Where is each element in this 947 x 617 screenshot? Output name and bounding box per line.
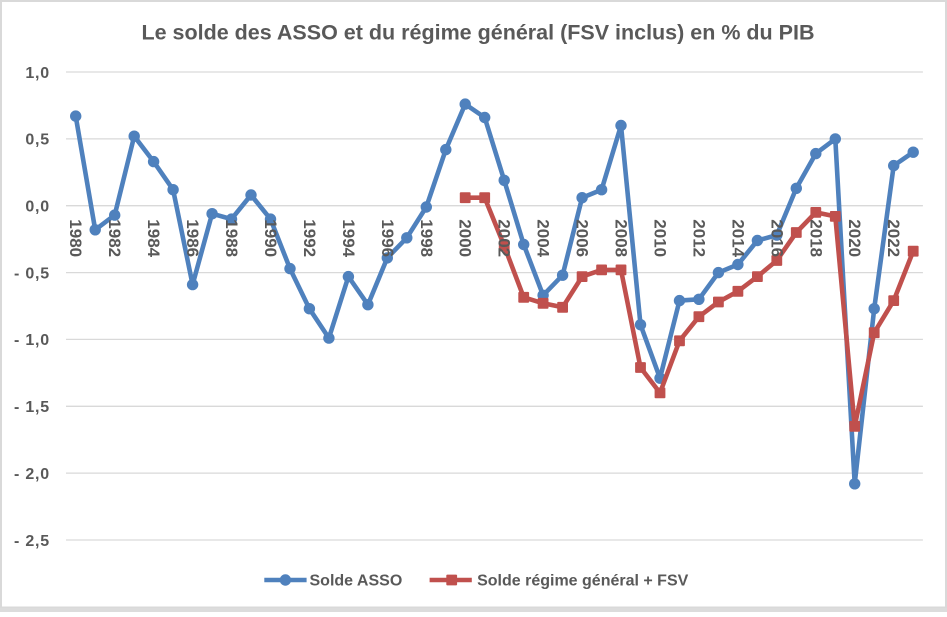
- svg-text:1980: 1980: [66, 219, 85, 257]
- svg-text:2008: 2008: [612, 219, 631, 257]
- svg-text:1,0: 1,0: [25, 65, 50, 82]
- svg-text:- 2,5: - 2,5: [14, 533, 50, 550]
- svg-text:0,0: 0,0: [25, 199, 50, 216]
- svg-text:2016: 2016: [767, 219, 786, 257]
- svg-text:2010: 2010: [651, 219, 670, 257]
- svg-text:- 1,5: - 1,5: [14, 399, 50, 416]
- svg-text:- 0,5: - 0,5: [14, 265, 50, 282]
- svg-text:Le solde des ASSO et du régime: Le solde des ASSO et du régime général (…: [141, 21, 814, 45]
- svg-text:1996: 1996: [378, 219, 397, 257]
- svg-text:2018: 2018: [806, 219, 825, 257]
- svg-text:Solde ASSO: Solde ASSO: [310, 573, 403, 590]
- svg-text:1994: 1994: [339, 219, 358, 257]
- svg-text:2002: 2002: [495, 219, 514, 257]
- svg-text:2020: 2020: [845, 219, 864, 257]
- svg-text:1992: 1992: [300, 219, 319, 257]
- svg-text:2012: 2012: [689, 219, 708, 257]
- svg-text:1982: 1982: [105, 219, 124, 257]
- svg-text:- 2,0: - 2,0: [14, 466, 50, 483]
- svg-text:1998: 1998: [417, 219, 436, 257]
- svg-text:0,5: 0,5: [25, 132, 50, 149]
- svg-text:1986: 1986: [183, 219, 202, 257]
- svg-text:2022: 2022: [884, 219, 903, 257]
- svg-text:- 1,0: - 1,0: [14, 332, 50, 349]
- svg-text:1988: 1988: [222, 219, 241, 257]
- svg-text:2000: 2000: [456, 219, 475, 257]
- svg-text:1984: 1984: [144, 219, 163, 257]
- svg-text:1990: 1990: [261, 219, 280, 257]
- svg-text:Solde régime général + FSV: Solde régime général + FSV: [477, 573, 689, 590]
- svg-text:2004: 2004: [534, 219, 553, 257]
- svg-text:2014: 2014: [728, 219, 747, 257]
- svg-text:2006: 2006: [573, 219, 592, 257]
